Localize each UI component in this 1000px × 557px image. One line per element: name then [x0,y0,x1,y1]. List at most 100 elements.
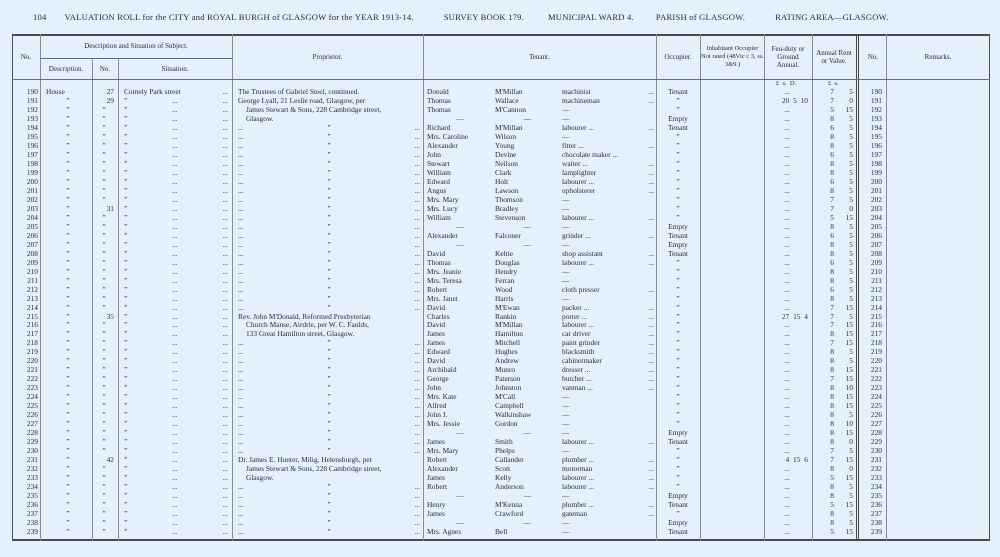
feu-duty: ... [784,194,790,204]
house-number-cell: ” [94,330,114,339]
rent-pounds-cell: 7 [814,195,834,205]
row-number-right: 206 [870,230,882,240]
tenant-occupation-cell: — [562,222,654,232]
description: ” [66,446,70,456]
row-number-right: 198 [870,158,882,168]
rent-shillings-cell: 5 [837,276,853,286]
situation-cell: ”...... [124,339,228,348]
row-number-right: 219 [870,347,882,357]
tenant-first-name-cell: — [427,222,493,232]
proprietor: ” [327,140,331,150]
situation: ... [172,437,178,447]
tenant-first-name: Mrs. Agnes [427,527,462,537]
tenant-occupation: machineman [562,95,600,105]
proprietor-cell: ...”... [238,123,420,133]
row-number-right: 223 [870,383,882,393]
feu-duty-cell: ... [766,500,808,510]
tenant-first-name-cell: John [427,384,493,393]
proprietor-cell: ...”... [238,159,420,169]
proprietor: ... [414,401,420,411]
situation: ... [222,212,228,222]
house-number-cell: ” [94,222,114,232]
tenant-surname-cell: Johnston [495,384,560,393]
situation-cell: ”...... [124,221,228,232]
situation-cell: ”...... [124,447,228,456]
proprietor-cell: ...”... [238,384,420,393]
occupier-cell: ” [658,141,698,151]
divider [118,58,119,541]
occupier-cell: ” [658,258,698,268]
tenant-first-name: David [427,302,446,312]
house-number-cell: ” [94,186,114,196]
row-number: 235 [26,491,38,501]
proprietor-cell: Dr. James E. Hunter, Milig, Helensburgh,… [238,456,420,465]
feu-duty: ... [784,230,790,240]
row-number-right: 193 [870,113,882,123]
feu-duty-cell: ... [766,303,808,313]
description-cell: ” [46,123,90,133]
proprietor: ... [414,275,420,285]
feu-duty-cell: 20 5 10 [766,96,808,106]
house-number-cell: ” [94,375,114,384]
proprietor: ... [414,284,420,294]
col-header-no-right: No. [867,52,879,61]
tenant-surname-cell: Bradley [495,204,560,214]
row-number-right-cell: 220 [860,357,882,366]
tenant-first-name: Mrs. Caroline [427,131,469,141]
proprietor: ” [327,428,331,438]
house-number: ” [102,383,106,393]
situation: ... [222,131,228,141]
situation: ... [172,221,178,231]
rent-shillings-cell: 5 [837,222,853,232]
feu-duty: ... [784,527,790,537]
tenant-occupation: upholsterer [562,185,596,195]
row-number-right: 196 [870,140,882,150]
feu-units: £ s. D. [776,80,797,87]
tenant-surname-cell: Andrew [495,357,560,366]
row-number: 222 [26,374,38,384]
situation: ... [222,194,228,204]
feu-duty-cell: ... [766,204,808,214]
rent-pounds: 8 [830,113,834,123]
tenant-surname-cell: Harris [495,294,560,304]
occupier: ” [676,509,680,519]
situation: ... [222,410,228,420]
house-number-cell: ” [94,258,114,268]
description-cell: ” [46,456,90,465]
occupier: ” [676,149,680,159]
house-number: 29 [106,95,114,105]
rent-pounds: 8 [830,491,834,501]
feu-duty: ... [784,500,790,510]
situation: ” [124,275,128,285]
row-number-cell: 214 [14,303,38,313]
tenant-occupation-cell: — [562,447,654,456]
situation-cell: ”...... [124,159,228,169]
tenant-first-name-cell: — [427,114,493,124]
tenant-occupation: grinder ... [562,230,591,240]
row-number-right-cell: 211 [860,276,882,286]
row-number-right: 225 [870,401,882,411]
occupier-cell: ” [658,285,698,295]
occupier: ” [676,347,680,357]
rent-pounds: 5 [830,527,834,537]
tenant-occupation-cell: labourer ...... [562,258,654,268]
feu-duty: ... [784,410,790,420]
table-row: 222”””.........”... George Paterson butcher… [0,375,1000,384]
rent-shillings: 5 [849,491,853,501]
description-cell: ” [46,213,90,223]
situation-cell: ”...... [124,204,228,214]
situation-cell: ”...... [124,96,228,106]
situation: ” [124,437,128,447]
rent-pounds: 8 [830,140,834,150]
table-row: 236”””.........”... Henry M'Kenna plumber .… [0,500,1000,510]
row-number-cell: 194 [14,123,38,133]
tenant-occupation: ... [648,230,654,240]
tenant-surname-cell: Falconer [495,231,560,241]
row-number-right: 199 [870,167,882,177]
house-number: ” [102,446,106,456]
description: ” [66,140,70,150]
table-row: 190 House 27 Comely Park street... The Trust… [0,87,1000,97]
tenant-occupation-cell: cloth presser... [562,285,654,295]
proprietor: ... [414,419,420,429]
rent-pounds-cell: 8 [814,402,834,411]
